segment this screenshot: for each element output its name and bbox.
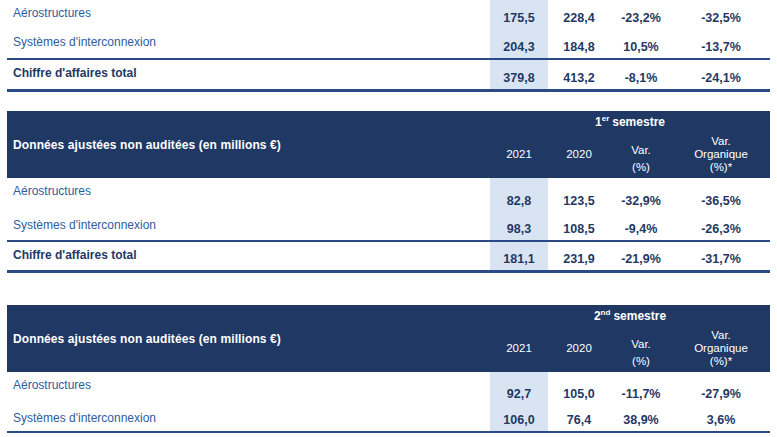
row-label: Aérostructures (7, 0, 490, 29)
column-header-var-organique: Var. Organique (%)* (672, 129, 770, 178)
column-header-2021: 2021 (490, 323, 548, 372)
semester-heading: 2ndsemestre (490, 305, 770, 323)
semester-ordinal: nd (601, 308, 611, 317)
value-2020: 76,4 (548, 405, 610, 431)
semester-word: semestre (612, 115, 665, 129)
table-header-band: Données ajustées non auditées (en millio… (7, 305, 770, 372)
table-row: Systèmes d'interconnexion 106,0 76,4 38,… (7, 405, 770, 433)
table-header-columns: 2ndsemestre 2021 2020 Var. (%) Var. Orga… (490, 305, 770, 372)
value-var-organique: -24,1% (672, 60, 770, 89)
value-var-organique: -27,9% (672, 372, 770, 405)
value-var-organique: -26,3% (672, 212, 770, 240)
value-2020: 184,8 (548, 29, 610, 58)
semester-ordinal: er (602, 114, 610, 123)
table-row: Aérostructures 82,8 123,5 -32,9% -36,5% (7, 178, 770, 212)
value-2021: 98,3 (490, 212, 548, 240)
value-var-organique: -32,5% (672, 0, 770, 29)
row-label: Systèmes d'interconnexion (7, 405, 490, 431)
table-row: Systèmes d'interconnexion 204,3 184,8 10… (7, 29, 770, 60)
semester-number: 1 (595, 115, 602, 129)
column-header-var: Var. (%) (610, 323, 672, 372)
row-label: Aérostructures (7, 372, 490, 405)
var-label: Var. (631, 144, 651, 156)
value-2021: 204,3 (490, 29, 548, 58)
table-row: Aérostructures 92,7 105,0 -11,7% -27,9% (7, 372, 770, 405)
var-organique-unit: (%)* (710, 355, 732, 368)
value-var-organique: -36,5% (672, 178, 770, 212)
value-var: 10,5% (610, 29, 672, 58)
column-header-2021: 2021 (490, 129, 548, 178)
table-header-columns: 1ersemestre 2021 2020 Var. (%) Var. Orga… (490, 111, 770, 178)
value-2020: 123,5 (548, 178, 610, 212)
value-var: -8,1% (610, 60, 672, 89)
var-organique-label-1: Var. (711, 329, 731, 342)
column-header-var: Var. (%) (610, 129, 672, 178)
table-row-total: Chiffre d'affaires total 181,1 231,9 -21… (7, 242, 770, 273)
value-2020: 231,9 (548, 242, 610, 270)
value-2020: 228,4 (548, 0, 610, 29)
table-full-year: Aérostructures 175,5 228,4 -23,2% -32,5%… (7, 0, 770, 92)
value-var: 38,9% (610, 405, 672, 431)
financial-report-page: Aérostructures 175,5 228,4 -23,2% -32,5%… (0, 0, 777, 437)
semester-word: semestre (613, 309, 666, 323)
table-title: Données ajustées non auditées (en millio… (7, 305, 490, 372)
column-header-var-organique: Var. Organique (%)* (672, 323, 770, 372)
value-var-organique: 3,6% (672, 405, 770, 431)
var-organique-label-2: Organique (694, 148, 748, 161)
value-2021: 175,5 (490, 0, 548, 29)
column-header-2020: 2020 (548, 323, 610, 372)
value-var: -11,7% (610, 372, 672, 405)
value-2021: 82,8 (490, 178, 548, 212)
row-label: Chiffre d'affaires total (7, 60, 490, 89)
value-var-organique: -31,7% (672, 242, 770, 270)
value-2021: 92,7 (490, 372, 548, 405)
value-2021: 181,1 (490, 242, 548, 270)
table-header-band: Données ajustées non auditées (en millio… (7, 111, 770, 178)
table-second-semester: Données ajustées non auditées (en millio… (7, 305, 770, 433)
var-organique-label-2: Organique (694, 342, 748, 355)
value-var-organique: -13,7% (672, 29, 770, 58)
table-first-semester: Données ajustées non auditées (en millio… (7, 111, 770, 273)
row-label: Systèmes d'interconnexion (7, 29, 490, 58)
value-var: -9,4% (610, 212, 672, 240)
row-label: Aérostructures (7, 178, 490, 212)
value-var: -32,9% (610, 178, 672, 212)
semester-number: 2 (594, 309, 601, 323)
var-organique-label-1: Var. (711, 135, 731, 148)
row-label: Systèmes d'interconnexion (7, 212, 490, 240)
table-title: Données ajustées non auditées (en millio… (7, 111, 490, 178)
value-2020: 413,2 (548, 60, 610, 89)
value-2020: 105,0 (548, 372, 610, 405)
value-var: -21,9% (610, 242, 672, 270)
var-unit: (%) (632, 355, 650, 367)
value-2021: 379,8 (490, 60, 548, 89)
value-var: -23,2% (610, 0, 672, 29)
table-row-total: Chiffre d'affaires total 379,8 413,2 -8,… (7, 60, 770, 92)
value-2021: 106,0 (490, 405, 548, 431)
value-2020: 108,5 (548, 212, 610, 240)
column-header-2020: 2020 (548, 129, 610, 178)
table-row: Systèmes d'interconnexion 98,3 108,5 -9,… (7, 212, 770, 242)
var-organique-unit: (%)* (710, 161, 732, 174)
var-label: Var. (631, 338, 651, 350)
var-unit: (%) (632, 161, 650, 173)
row-label: Chiffre d'affaires total (7, 242, 490, 270)
table-row: Aérostructures 175,5 228,4 -23,2% -32,5% (7, 0, 770, 29)
semester-heading: 1ersemestre (490, 111, 770, 129)
